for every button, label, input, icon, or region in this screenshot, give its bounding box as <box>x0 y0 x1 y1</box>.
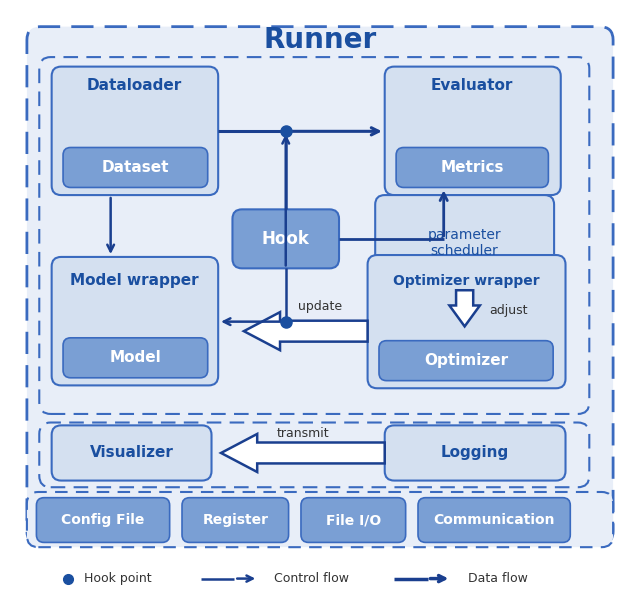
FancyBboxPatch shape <box>52 425 211 481</box>
FancyBboxPatch shape <box>27 492 613 547</box>
FancyBboxPatch shape <box>52 257 218 385</box>
FancyBboxPatch shape <box>39 57 589 414</box>
Text: Communication: Communication <box>433 513 555 527</box>
FancyBboxPatch shape <box>379 340 553 381</box>
FancyBboxPatch shape <box>385 67 561 195</box>
FancyBboxPatch shape <box>182 498 289 542</box>
FancyBboxPatch shape <box>375 195 554 290</box>
FancyBboxPatch shape <box>63 148 208 188</box>
Text: Optimizer: Optimizer <box>424 353 509 368</box>
Text: Dataset: Dataset <box>102 160 169 175</box>
Text: Control flow: Control flow <box>275 572 349 585</box>
Text: Visualizer: Visualizer <box>90 445 173 460</box>
Text: Hook: Hook <box>262 230 310 248</box>
Text: Hook point: Hook point <box>84 572 152 585</box>
Text: Config File: Config File <box>61 513 145 527</box>
FancyBboxPatch shape <box>63 338 208 378</box>
Text: Data flow: Data flow <box>467 572 527 585</box>
Text: Model wrapper: Model wrapper <box>70 273 199 289</box>
Text: Evaluator: Evaluator <box>431 78 513 93</box>
Text: Optimizer wrapper: Optimizer wrapper <box>393 274 540 288</box>
FancyBboxPatch shape <box>367 255 566 388</box>
FancyBboxPatch shape <box>39 422 589 487</box>
FancyArrow shape <box>221 434 385 472</box>
Text: Dataloader: Dataloader <box>87 78 182 93</box>
Text: Runner: Runner <box>264 26 376 54</box>
FancyBboxPatch shape <box>232 209 339 268</box>
Text: File I/O: File I/O <box>326 513 381 527</box>
Text: parameter
scheduler: parameter scheduler <box>428 228 502 258</box>
Text: Model: Model <box>109 350 161 365</box>
Text: Metrics: Metrics <box>440 160 504 175</box>
FancyBboxPatch shape <box>301 498 406 542</box>
FancyBboxPatch shape <box>396 148 548 188</box>
Text: Logging: Logging <box>441 445 509 460</box>
Text: transmit: transmit <box>276 427 329 441</box>
FancyBboxPatch shape <box>385 425 566 481</box>
FancyBboxPatch shape <box>52 67 218 195</box>
FancyArrow shape <box>244 312 367 350</box>
Text: Register: Register <box>202 513 268 527</box>
Text: adjust: adjust <box>489 304 527 317</box>
FancyArrow shape <box>449 290 480 326</box>
FancyBboxPatch shape <box>36 498 170 542</box>
FancyBboxPatch shape <box>418 498 570 542</box>
Text: update: update <box>298 300 342 313</box>
FancyBboxPatch shape <box>27 27 613 545</box>
